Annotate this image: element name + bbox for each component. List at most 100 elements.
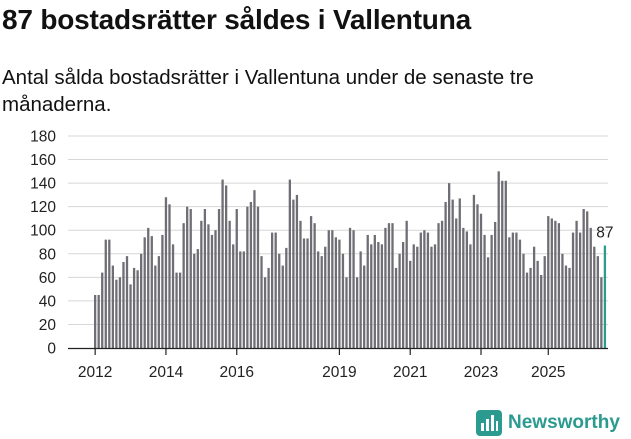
bar [430, 246, 433, 348]
bar [423, 230, 426, 348]
bar [285, 247, 288, 348]
bar [345, 277, 348, 348]
bar [228, 220, 231, 348]
bar [348, 227, 352, 348]
y-tick-label: 160 [30, 152, 56, 169]
bar [458, 198, 461, 348]
bar [175, 272, 178, 348]
bar [278, 253, 281, 348]
bar [547, 216, 550, 348]
bar [571, 232, 575, 348]
chart-title: 87 bostadsrätter såldes i Vallentuna [2, 4, 471, 35]
y-tick-label: 140 [30, 176, 56, 193]
bar [387, 223, 391, 348]
bar [550, 218, 553, 348]
bar [207, 224, 210, 348]
bar [253, 190, 256, 348]
bar [161, 234, 164, 348]
bar [200, 220, 203, 348]
bar [232, 244, 235, 348]
bar [540, 274, 543, 348]
bar [409, 260, 412, 348]
bar [582, 209, 585, 348]
bar [543, 256, 546, 348]
bar [380, 244, 384, 348]
last-value-label: 87 [596, 225, 613, 242]
bar [182, 223, 185, 348]
y-tick-label: 80 [39, 246, 57, 263]
x-tick-label: 2016 [220, 364, 254, 381]
x-axis-ticks: 2012 2014 2016 2019 2021 2023 2025 [78, 348, 566, 381]
x-tick-label: 2021 [393, 364, 427, 381]
bar [497, 171, 500, 348]
bar [292, 199, 295, 348]
bar [256, 206, 260, 348]
bar [578, 232, 582, 348]
bar [341, 253, 345, 348]
bar [246, 206, 249, 348]
bar [525, 272, 529, 348]
bar [529, 267, 532, 348]
chart-subtitle: Antal sålda bostadsrätter i Vallentuna u… [2, 66, 534, 116]
bar [511, 232, 515, 348]
bar [210, 234, 214, 348]
bar [147, 227, 150, 348]
bar [426, 232, 430, 348]
bar [193, 253, 196, 348]
bar [359, 251, 362, 348]
bar [370, 244, 373, 348]
bar [483, 234, 486, 348]
bar [433, 244, 437, 348]
bar [363, 265, 366, 348]
bar [355, 277, 359, 348]
bar-latest [603, 245, 607, 348]
bar [448, 183, 451, 348]
bar [479, 213, 483, 348]
bar [235, 209, 238, 348]
bar [299, 220, 302, 348]
bar [313, 223, 316, 348]
bar [600, 277, 603, 348]
bar [125, 256, 129, 348]
bar [444, 201, 447, 348]
bar [476, 204, 479, 348]
bar [309, 216, 313, 348]
x-tick-label: 2023 [464, 364, 498, 381]
bar [263, 277, 267, 348]
bar [104, 239, 107, 348]
bar [515, 232, 518, 348]
bar [338, 239, 341, 348]
x-tick-label: 2012 [78, 364, 112, 381]
bar [317, 251, 320, 348]
bar [486, 257, 490, 348]
bar [401, 242, 405, 348]
bar [394, 267, 398, 348]
bar [274, 232, 277, 348]
y-tick-label: 60 [39, 270, 57, 287]
bar [377, 242, 380, 348]
bar [111, 265, 114, 348]
bar [327, 230, 330, 348]
newsworthy-logo-icon [476, 410, 502, 436]
bar [419, 232, 422, 348]
bar [129, 284, 132, 348]
bar [384, 227, 387, 348]
bar [115, 279, 118, 348]
bar [469, 244, 472, 348]
bars [94, 171, 607, 348]
bar [122, 262, 125, 348]
bar [136, 270, 139, 348]
bar [157, 256, 161, 348]
bar [302, 238, 306, 348]
bar [239, 251, 242, 348]
bar [596, 256, 599, 348]
bar [214, 230, 217, 348]
bar [108, 239, 111, 348]
bar [154, 265, 157, 348]
bar [522, 253, 525, 348]
y-tick-label: 40 [39, 293, 57, 310]
bar [242, 251, 245, 348]
bar [267, 267, 270, 348]
bar [331, 230, 334, 348]
